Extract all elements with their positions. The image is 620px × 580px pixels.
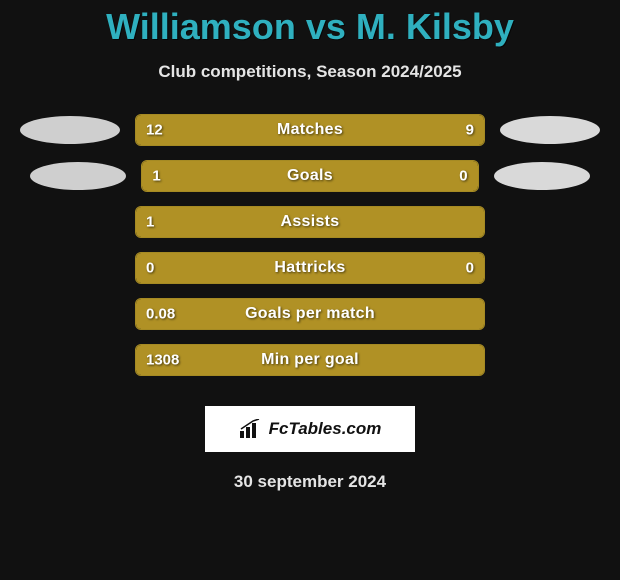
- logo-text: FcTables.com: [269, 419, 382, 439]
- stat-bar: 1308Min per goal: [135, 344, 485, 376]
- snapshot-date: 30 september 2024: [0, 472, 620, 492]
- player-right-marker: [500, 116, 600, 144]
- stat-label: Assists: [136, 213, 484, 231]
- stat-bar: 00Hattricks: [135, 252, 485, 284]
- comparison-title: Williamson vs M. Kilsby: [0, 0, 620, 48]
- stat-bar: 0.08Goals per match: [135, 298, 485, 330]
- stat-label: Goals per match: [136, 305, 484, 323]
- stat-bar: 10Goals: [141, 160, 478, 192]
- player-right-marker: [494, 162, 590, 190]
- player-left-marker: [20, 116, 120, 144]
- stat-bars-container: 129Matches 10Goals 1Assists 00Hattricks 0.08…: [0, 114, 620, 376]
- stat-label: Matches: [136, 121, 484, 139]
- stat-label: Hattricks: [136, 259, 484, 277]
- logo-chart-icon: [239, 419, 263, 439]
- stat-row: 00Hattricks: [0, 252, 620, 284]
- stat-row: 10Goals: [0, 160, 620, 192]
- stat-row: 1308Min per goal: [0, 344, 620, 376]
- stat-label: Goals: [142, 167, 477, 185]
- stat-label: Min per goal: [136, 351, 484, 369]
- comparison-subtitle: Club competitions, Season 2024/2025: [0, 62, 620, 82]
- stat-row: 0.08Goals per match: [0, 298, 620, 330]
- fctables-logo: FcTables.com: [205, 406, 415, 452]
- stat-row: 1Assists: [0, 206, 620, 238]
- stat-bar: 129Matches: [135, 114, 485, 146]
- stat-bar: 1Assists: [135, 206, 485, 238]
- player-left-marker: [30, 162, 126, 190]
- stat-row: 129Matches: [0, 114, 620, 146]
